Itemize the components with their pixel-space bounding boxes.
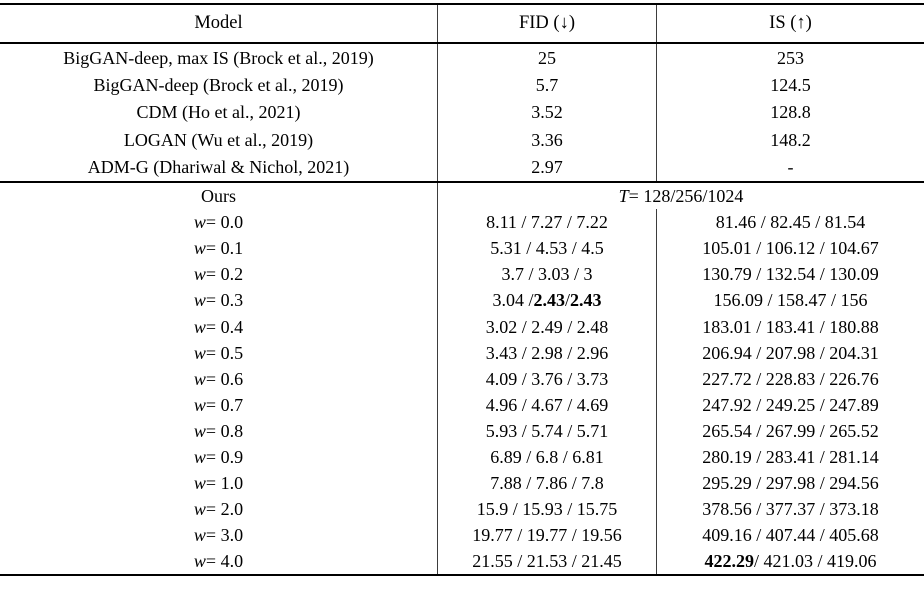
is-cell: 206.94 / 207.98 / 204.31 xyxy=(656,339,924,366)
fid-cell: 5.93 / 5.74 / 5.71 xyxy=(437,417,656,444)
w-cell: w = 1.0 xyxy=(193,473,244,494)
fid-cell: 3.52 xyxy=(437,98,656,127)
fid-cell: 5.7 xyxy=(437,71,656,99)
model-cell: CDM (Ho et al., 2021) xyxy=(136,102,301,123)
w-cell: w = 0.4 xyxy=(193,316,244,337)
w-cell: w = 0.3 xyxy=(193,290,244,311)
model-cell: BigGAN-deep (Brock et al., 2019) xyxy=(93,75,344,96)
fid-cell: 6.89 / 6.8 / 6.81 xyxy=(437,443,656,471)
table-row: w = 4.0 21.55 / 21.53 / 21.45 422.29 / 4… xyxy=(0,548,924,575)
table-row: w = 0.8 5.93 / 5.74 / 5.71 265.54 / 267.… xyxy=(0,417,924,444)
w-cell: w = 0.2 xyxy=(193,264,244,285)
table-row: w = 0.0 8.11 / 7.27 / 7.22 81.46 / 82.45… xyxy=(0,209,924,236)
fid-cell: 5.31 / 4.53 / 4.5 xyxy=(437,235,656,262)
is-cell: 156.09 / 158.47 / 156 xyxy=(656,287,924,314)
fid-cell: 7.88 / 7.86 / 7.8 xyxy=(437,470,656,497)
is-cell: 128.8 xyxy=(656,98,924,127)
w-cell: w = 4.0 xyxy=(193,551,244,572)
is-cell: 422.29 / 421.03 / 419.06 xyxy=(656,548,924,575)
table-row: w = 2.0 15.9 / 15.93 / 15.75 378.56 / 37… xyxy=(0,496,924,523)
table-row: w = 0.3 3.04 / 2.43 / 2.43 156.09 / 158.… xyxy=(0,287,924,314)
w-cell: w = 0.6 xyxy=(193,368,244,389)
header-fid: FID (↓) xyxy=(437,5,656,42)
is-cell: 265.54 / 267.99 / 265.52 xyxy=(656,417,924,444)
table-row: w = 0.2 3.7 / 3.03 / 3 130.79 / 132.54 /… xyxy=(0,261,924,288)
w-cell: w = 0.0 xyxy=(193,212,244,233)
table-row: w = 0.4 3.02 / 2.49 / 2.48 183.01 / 183.… xyxy=(0,313,924,340)
w-cell: w = 0.8 xyxy=(193,420,244,441)
top-rule xyxy=(0,3,924,5)
model-cell: ADM-G (Dhariwal & Nichol, 2021) xyxy=(87,157,350,178)
table-row: LOGAN (Wu et al., 2019) 3.36 148.2 xyxy=(0,126,924,154)
is-cell: 378.56 / 377.37 / 373.18 xyxy=(656,496,924,523)
is-cell: 148.2 xyxy=(656,126,924,154)
fid-cell: 3.36 xyxy=(437,126,656,154)
w-cell: w = 0.7 xyxy=(193,394,244,415)
w-cell: w = 0.1 xyxy=(193,238,244,259)
fid-cell: 4.96 / 4.67 / 4.69 xyxy=(437,391,656,418)
w-cell: w = 0.9 xyxy=(193,447,244,468)
table-row: w = 3.0 19.77 / 19.77 / 19.56 409.16 / 4… xyxy=(0,522,924,549)
w-cell: w = 2.0 xyxy=(193,499,244,520)
is-cell: 124.5 xyxy=(656,71,924,99)
fid-cell: 3.02 / 2.49 / 2.48 xyxy=(437,313,656,340)
is-cell: 409.16 / 407.44 / 405.68 xyxy=(656,522,924,549)
is-cell: 130.79 / 132.54 / 130.09 xyxy=(656,261,924,288)
fid-cell: 4.09 / 3.76 / 3.73 xyxy=(437,365,656,392)
ours-label: Ours xyxy=(201,186,236,207)
ours-header-row: Ours T = 128/256/1024 xyxy=(0,182,924,210)
table-row: ADM-G (Dhariwal & Nichol, 2021) 2.97 - xyxy=(0,153,924,181)
table-row: w = 0.5 3.43 / 2.98 / 2.96 206.94 / 207.… xyxy=(0,339,924,366)
fid-cell: 3.04 / 2.43 / 2.43 xyxy=(437,287,656,314)
table-row: w = 0.1 5.31 / 4.53 / 4.5 105.01 / 106.1… xyxy=(0,235,924,262)
fid-cell: 2.97 xyxy=(437,153,656,181)
fid-cell: 21.55 / 21.53 / 21.45 xyxy=(437,548,656,575)
baselines-section: BigGAN-deep, max IS (Brock et al., 2019)… xyxy=(0,44,924,181)
timesteps-span-header: T = 128/256/1024 xyxy=(437,182,924,210)
w-cell: w = 0.5 xyxy=(193,342,244,363)
fid-cell: 19.77 / 19.77 / 19.56 xyxy=(437,522,656,549)
table-row: BigGAN-deep (Brock et al., 2019) 5.7 124… xyxy=(0,71,924,99)
table-row: CDM (Ho et al., 2021) 3.52 128.8 xyxy=(0,98,924,127)
is-cell: 81.46 / 82.45 / 81.54 xyxy=(656,209,924,236)
table-header-row: Model FID (↓) IS (↑) xyxy=(0,5,924,42)
w-cell: w = 3.0 xyxy=(193,525,244,546)
fid-cell: 3.43 / 2.98 / 2.96 xyxy=(437,339,656,366)
fid-cell: 25 xyxy=(437,44,656,72)
model-cell: BigGAN-deep, max IS (Brock et al., 2019) xyxy=(63,47,374,68)
is-cell: 247.92 / 249.25 / 247.89 xyxy=(656,391,924,418)
fid-cell: 8.11 / 7.27 / 7.22 xyxy=(437,209,656,236)
is-cell: 227.72 / 228.83 / 226.76 xyxy=(656,365,924,392)
model-cell: LOGAN (Wu et al., 2019) xyxy=(123,129,314,150)
is-cell: 253 xyxy=(656,44,924,72)
is-cell: 105.01 / 106.12 / 104.67 xyxy=(656,235,924,262)
header-model: Model xyxy=(194,13,243,34)
header-is: IS (↑) xyxy=(656,5,924,42)
table-row: w = 1.0 7.88 / 7.86 / 7.8 295.29 / 297.9… xyxy=(0,470,924,497)
is-cell: 183.01 / 183.41 / 180.88 xyxy=(656,313,924,340)
header-rule xyxy=(0,42,924,44)
is-cell: 280.19 / 283.41 / 281.14 xyxy=(656,443,924,471)
fid-cell: 15.9 / 15.93 / 15.75 xyxy=(437,496,656,523)
ours-section: Ours T = 128/256/1024 w = 0.0 8.11 / 7.2… xyxy=(0,182,924,575)
table-row: w = 0.9 6.89 / 6.8 / 6.81 280.19 / 283.4… xyxy=(0,443,924,471)
bottom-rule xyxy=(0,574,924,577)
fid-cell: 3.7 / 3.03 / 3 xyxy=(437,261,656,288)
table-row: w = 0.7 4.96 / 4.67 / 4.69 247.92 / 249.… xyxy=(0,391,924,418)
is-cell: - xyxy=(656,153,924,181)
section-rule xyxy=(0,180,924,183)
table-row: w = 0.6 4.09 / 3.76 / 3.73 227.72 / 228.… xyxy=(0,365,924,392)
is-cell: 295.29 / 297.98 / 294.56 xyxy=(656,470,924,497)
table-row: BigGAN-deep, max IS (Brock et al., 2019)… xyxy=(0,44,924,72)
